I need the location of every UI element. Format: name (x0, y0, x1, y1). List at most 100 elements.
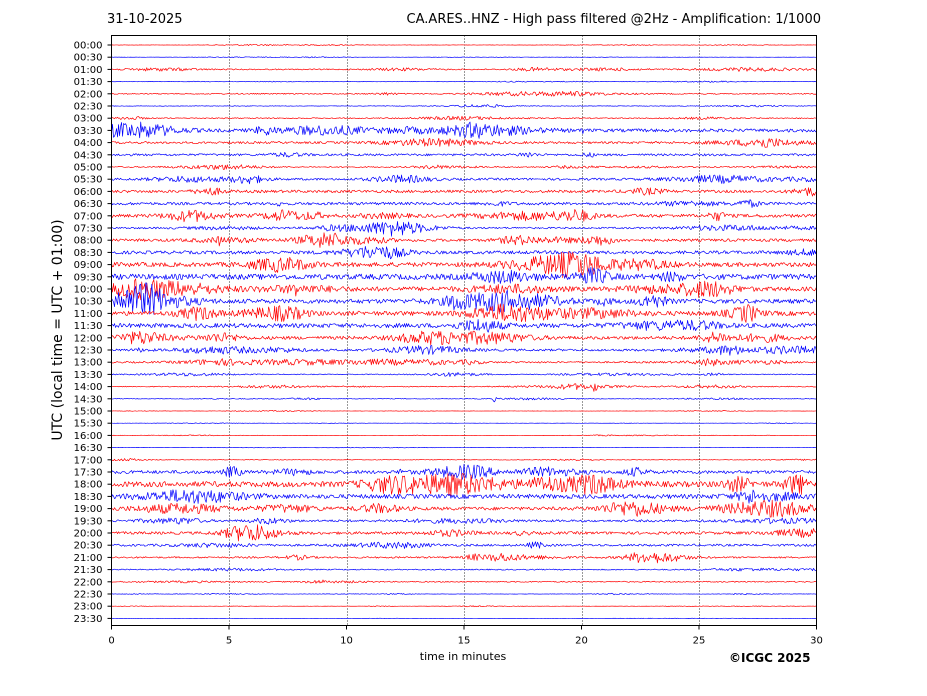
trace-line (111, 80, 817, 83)
y-tick-label: 05:30 (74, 175, 103, 186)
trace-line (111, 137, 817, 148)
trace-line (111, 164, 817, 170)
y-tick-label: 15:30 (74, 419, 103, 430)
y-tick-label: 00:00 (74, 41, 103, 52)
trace-line (111, 446, 817, 449)
y-tick-label: 14:30 (74, 394, 103, 405)
y-tick-label: 03:00 (74, 114, 103, 125)
grid-lines (229, 35, 700, 626)
trace-line (111, 66, 817, 72)
y-tick-label: 07:00 (74, 211, 103, 222)
y-tick-label: 09:00 (74, 260, 103, 271)
y-tick-label: 23:00 (74, 602, 103, 613)
trace-line (111, 246, 817, 260)
y-tick-label: 21:30 (74, 565, 103, 576)
y-tick-label: 16:00 (74, 431, 103, 442)
y-tick-label: 12:00 (74, 333, 103, 344)
trace-line (111, 434, 817, 437)
trace-line (111, 319, 817, 333)
trace-line (111, 121, 817, 139)
date-label: 31-10-2025 (107, 12, 183, 27)
y-tick-label: 01:00 (74, 65, 103, 76)
trace-line (111, 267, 817, 284)
trace-line (111, 278, 817, 301)
y-tick-label: 22:00 (74, 577, 103, 588)
trace-line (111, 232, 817, 248)
trace-line (111, 567, 817, 572)
y-tick-label: 13:30 (74, 370, 103, 381)
y-tick-label: 20:30 (74, 541, 103, 552)
trace-line (111, 605, 817, 608)
y-tick-label: 23:30 (74, 614, 103, 625)
y-tick-label: 18:00 (74, 480, 103, 491)
trace-line (111, 541, 817, 549)
y-tick-label: 08:30 (74, 248, 103, 259)
trace-line (111, 552, 817, 564)
y-tick-label: 10:00 (74, 285, 103, 296)
x-tick-label: 10 (340, 636, 353, 647)
x-tick-label: 20 (575, 636, 588, 647)
trace-line (111, 489, 817, 504)
y-tick-label: 21:00 (74, 553, 103, 564)
trace-line (111, 499, 817, 518)
y-tick-label: 04:00 (74, 138, 103, 149)
trace-line (111, 209, 817, 223)
trace-line (111, 383, 817, 392)
y-tick-label: 09:30 (74, 272, 103, 283)
trace-line (111, 330, 817, 346)
y-tick-label: 14:00 (74, 382, 103, 393)
y-tick-label: 19:00 (74, 504, 103, 515)
trace-line (111, 221, 817, 237)
trace-line (111, 174, 817, 185)
y-tick-label: 07:30 (74, 224, 103, 235)
x-tick-label: 15 (458, 636, 471, 647)
y-tick-label: 04:30 (74, 150, 103, 161)
trace-line (111, 303, 817, 323)
x-tick-label: 30 (810, 636, 823, 647)
trace-line (111, 410, 817, 412)
trace-line (111, 592, 817, 596)
y-tick-label: 11:30 (74, 321, 103, 332)
y-tick-label: 22:30 (74, 590, 103, 601)
y-tick-label: 06:30 (74, 199, 103, 210)
trace-line (111, 524, 817, 542)
trace-line (111, 422, 817, 424)
y-tick-label: 05:00 (74, 163, 103, 174)
x-tick-label: 25 (693, 636, 706, 647)
trace-lines (111, 43, 817, 619)
y-axis-label: UTC (local time = UTC + 01:00) (50, 219, 66, 441)
y-tick-label: 12:30 (74, 346, 103, 357)
trace-line (111, 472, 817, 497)
trace-line (111, 115, 817, 121)
y-tick-label: 17:30 (74, 468, 103, 479)
y-tick-label: 20:00 (74, 529, 103, 540)
y-tick-label: 17:00 (74, 455, 103, 466)
trace-line (111, 517, 817, 525)
trace-line (111, 458, 817, 462)
copyright-label: ©ICGC 2025 (729, 651, 811, 665)
trace-line (111, 372, 817, 377)
y-tick-label: 10:30 (74, 297, 103, 308)
trace-line (111, 90, 817, 97)
trace-line (111, 345, 817, 356)
trace-line (111, 199, 817, 208)
trace-line (111, 358, 817, 367)
trace-line (111, 397, 817, 403)
y-tick-label: 03:30 (74, 126, 103, 137)
x-tick-label: 5 (226, 636, 232, 647)
y-tick-label: 13:00 (74, 358, 103, 369)
x-tick-label: 0 (108, 636, 114, 647)
trace-line (111, 282, 817, 315)
trace-line (111, 463, 817, 480)
y-tick-label: 11:00 (74, 309, 103, 320)
trace-line (111, 104, 817, 108)
trace-line (111, 579, 817, 584)
y-tick-label: 01:30 (74, 77, 103, 88)
y-tick-label: 19:30 (74, 516, 103, 527)
trace-line (111, 152, 817, 158)
y-tick-label: 02:00 (74, 89, 103, 100)
y-tick-label: 18:30 (74, 492, 103, 503)
y-tick-label: 15:00 (74, 407, 103, 418)
